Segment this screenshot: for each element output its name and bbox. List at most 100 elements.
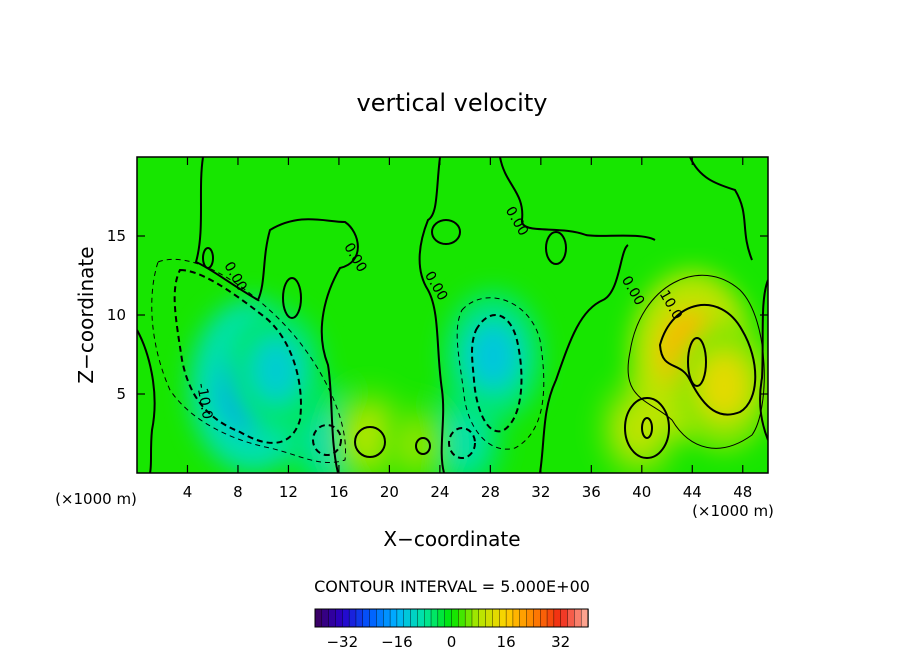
colorbar-cell-38 — [574, 608, 582, 628]
x-tick-label-9: 40 — [632, 483, 651, 501]
zero-contour-left — [194, 157, 359, 473]
colorbar-cell-0 — [314, 608, 323, 628]
y-tick-label-1: 10 — [107, 306, 126, 324]
colorbar-cell-7 — [362, 608, 371, 628]
colorbar-cell-13 — [403, 608, 412, 628]
y-axis-ticks: 5 10 15 — [107, 227, 768, 403]
colorbar-cell-9 — [376, 608, 384, 628]
field-min-core-1 — [250, 337, 301, 403]
colorbar-cell-1 — [321, 608, 330, 628]
y-axis-label: Z−coordinate — [74, 246, 98, 383]
colorbar — [314, 608, 589, 628]
colorbar-cell-16 — [424, 608, 432, 628]
colorbar-cell-21 — [458, 608, 466, 628]
colorbar-cell-31 — [526, 608, 535, 628]
colorbar-cell-26 — [492, 608, 500, 628]
colorbar-cell-36 — [560, 608, 569, 628]
pos-contour-10 — [658, 303, 757, 416]
colorbar-cell-20 — [451, 608, 460, 628]
plot-area: 0.000.000.000.000.00-10.010.0 — [137, 157, 768, 473]
colorbar-cell-12 — [396, 608, 405, 628]
colorbar-cell-37 — [567, 608, 576, 628]
pos-contour-outer — [627, 274, 765, 449]
colorbar-cell-32 — [533, 608, 541, 628]
x-axis-label: X−coordinate — [383, 527, 520, 551]
colorbar-ticks: −32 −16 0 16 32 — [326, 633, 570, 651]
colorbar-cell-8 — [369, 608, 378, 628]
colorbar-tick-label-1: −16 — [381, 633, 413, 651]
contour-label-5: -10.0 — [193, 382, 215, 420]
zero-contour-blob-2 — [545, 231, 567, 265]
zero-contour-right-mid — [539, 244, 629, 473]
zero-contour-blob-1 — [282, 277, 302, 319]
colorbar-tick-label-2: 0 — [447, 633, 457, 651]
neg-contour-10 — [173, 268, 302, 444]
x-tick-label-8: 36 — [582, 483, 601, 501]
colorbar-cell-6 — [355, 608, 364, 628]
x-unit-left: (×1000 m) — [55, 490, 137, 508]
colorbar-cell-17 — [430, 608, 439, 628]
x-tick-label-4: 20 — [380, 483, 399, 501]
colorbar-tick-label-3: 16 — [497, 633, 516, 651]
neg-contour-east-outer — [456, 297, 545, 450]
colorbar-cell-10 — [383, 608, 391, 628]
colorbar-tick-label-4: 32 — [551, 633, 570, 651]
x-tick-label-3: 16 — [329, 483, 348, 501]
y-tick-label-0: 5 — [116, 385, 126, 403]
y-tick-label-2: 15 — [107, 227, 126, 245]
x-tick-label-5: 24 — [430, 483, 449, 501]
velocity-field — [189, 270, 768, 473]
colorbar-cell-35 — [553, 608, 562, 628]
colorbar-cell-18 — [437, 608, 446, 628]
x-tick-label-1: 8 — [233, 483, 243, 501]
colorbar-cell-25 — [485, 608, 494, 628]
x-unit-right: (×1000 m) — [692, 502, 774, 520]
colorbar-cell-24 — [478, 608, 487, 628]
pos-contour-1 — [354, 426, 386, 458]
contour-interval-label: CONTOUR INTERVAL = 5.000E+00 — [314, 577, 590, 596]
colorbar-cell-29 — [512, 608, 521, 628]
colorbar-cell-34 — [546, 608, 555, 628]
colorbar-cell-28 — [505, 608, 514, 628]
colorbar-cell-15 — [417, 608, 425, 628]
field-min-core-4 — [466, 321, 519, 391]
pos-contour-3 — [624, 397, 670, 459]
zero-contour-mid — [418, 157, 445, 473]
x-tick-label-6: 28 — [481, 483, 500, 501]
field-max-core-6 — [396, 421, 434, 468]
x-tick-label-7: 32 — [531, 483, 550, 501]
colorbar-frame — [314, 608, 589, 628]
x-tick-label-11: 48 — [733, 483, 752, 501]
zero-contour-right — [689, 157, 753, 261]
colorbar-cell-23 — [471, 608, 480, 628]
colorbar-cell-30 — [519, 608, 528, 628]
colorbar-cell-22 — [464, 608, 473, 628]
field-min-core-3 — [440, 413, 485, 470]
colorbar-cell-3 — [335, 608, 344, 628]
chart-title: vertical velocity — [357, 89, 548, 117]
zero-contour-west — [137, 329, 156, 473]
neg-contour-small-2 — [448, 427, 476, 459]
contour-lines — [137, 157, 768, 473]
zero-contour-blob-3 — [431, 219, 461, 245]
colorbar-tick-label-0: −32 — [326, 633, 358, 651]
neg-contour-5 — [151, 258, 347, 464]
x-tick-label-2: 12 — [279, 483, 298, 501]
neg-contour-east — [471, 313, 523, 433]
x-axis-ticks: 4 8 12 16 20 24 28 32 36 40 44 48 — [183, 157, 752, 501]
zero-contour-blob-4 — [202, 247, 214, 269]
colorbar-cell-11 — [389, 608, 398, 628]
colorbar-cell-5 — [348, 608, 357, 628]
colorbar-cell-19 — [444, 608, 453, 628]
colorbar-cell-39 — [580, 608, 589, 628]
zero-contour-east — [759, 279, 768, 441]
x-tick-label-0: 4 — [183, 483, 193, 501]
colorbar-cell-14 — [410, 608, 419, 628]
neg-contour-small-1 — [312, 424, 342, 456]
colorbar-cell-4 — [342, 608, 350, 628]
x-tick-label-10: 44 — [683, 483, 702, 501]
pos-contour-max — [687, 337, 707, 387]
colorbar-cell-33 — [540, 608, 548, 628]
colorbar-cell-27 — [499, 608, 507, 628]
